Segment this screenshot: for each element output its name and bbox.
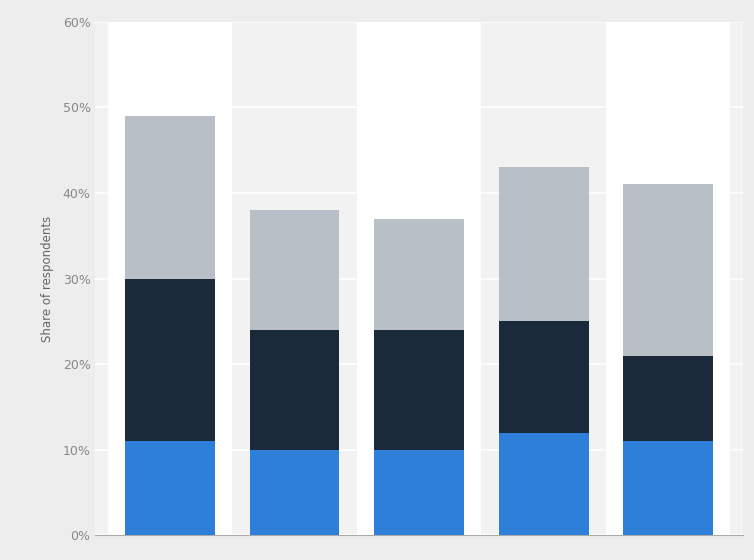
Bar <box>357 22 482 535</box>
Bar <box>606 22 731 535</box>
Bar <box>499 432 589 535</box>
Y-axis label: Share of respondents: Share of respondents <box>41 216 54 342</box>
Bar <box>125 441 215 535</box>
Bar <box>499 321 589 432</box>
Bar <box>374 450 464 535</box>
Bar <box>624 356 713 441</box>
Bar <box>125 116 215 278</box>
Bar <box>374 330 464 450</box>
Bar <box>499 167 589 321</box>
Bar <box>108 22 232 535</box>
Bar <box>624 184 713 356</box>
Bar <box>250 450 339 535</box>
Bar <box>125 278 215 441</box>
Bar <box>624 441 713 535</box>
Bar <box>374 218 464 330</box>
Bar <box>250 330 339 450</box>
Bar <box>250 210 339 330</box>
